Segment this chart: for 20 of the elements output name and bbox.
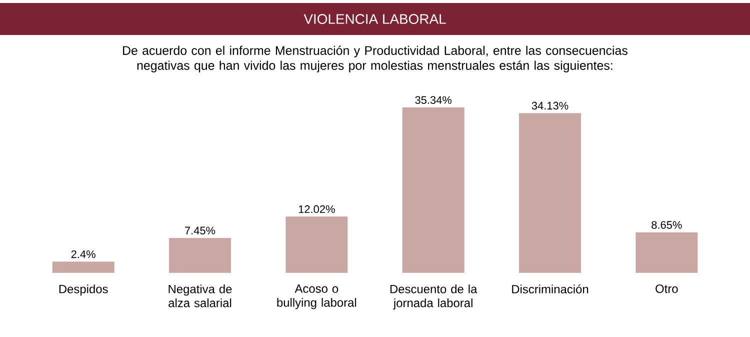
bar — [636, 232, 698, 273]
x-tick-label: Otro — [656, 284, 678, 293]
data-label: 12.02% — [298, 205, 335, 214]
x-tick-label: Negativa de alza salarial — [168, 284, 232, 308]
x-tick-label: Discriminación — [512, 284, 588, 294]
data-label: 8.65% — [652, 221, 682, 229]
bar — [286, 216, 348, 273]
data-label: 7.45% — [185, 226, 216, 234]
chart-subtitle: De acuerdo con el informe Menstruación y Productividad Laboral, entre las consecuencias negativas que han vivido las mujeres por molestias menstruales están las siguientes: — [123, 46, 628, 72]
bar — [519, 113, 582, 273]
x-tick-label: Descuento de la jornada laboral — [390, 284, 478, 310]
data-label: 2.4% — [71, 250, 96, 258]
x-tick-label: Acoso o bullying laboral — [277, 284, 356, 310]
bar — [52, 262, 114, 273]
bar — [169, 238, 231, 273]
data-label: 34.13% — [532, 102, 568, 110]
chart-title: VIOLENCIA LABORAL — [304, 14, 446, 24]
x-tick-label: Despidos — [59, 284, 108, 296]
bar — [402, 107, 464, 273]
data-label: 35.34% — [415, 96, 452, 104]
